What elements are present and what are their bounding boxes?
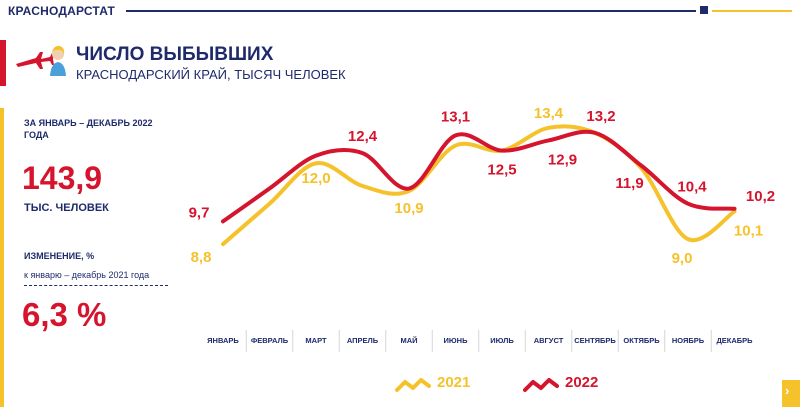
data-label-2021: 9,0 — [672, 250, 693, 267]
data-label-2021: 10,9 — [394, 200, 423, 217]
legend-item-2021: 2021 — [395, 372, 495, 396]
x-tick-label: ИЮНЬ — [444, 336, 469, 345]
top-square-marker — [700, 6, 708, 14]
legend-item-2022: 2022 — [523, 372, 623, 396]
x-tick-label: НОЯБРЬ — [672, 336, 705, 345]
chevron-right-icon: › — [785, 383, 790, 398]
x-tick-label: МАЙ — [400, 336, 417, 345]
data-label-2021: 13,4 — [534, 105, 564, 122]
x-tick-label: АВГУСТ — [534, 336, 564, 345]
page-title: ЧИСЛО ВЫБЫВШИХ — [76, 44, 274, 65]
x-tick-label: ДЕКАБРЬ — [716, 336, 753, 345]
series-line-2021 — [221, 124, 737, 247]
data-label-2021: 8,8 — [191, 249, 212, 266]
summary-period: ЗА ЯНВАРЬ – ДЕКАБРЬ 2022 ГОДА — [24, 118, 153, 140]
next-page-button[interactable]: › — [782, 380, 800, 407]
data-label-2022: 12,9 — [548, 151, 577, 168]
legend-swatch-2021 — [395, 378, 431, 392]
data-label-2022: 10,2 — [746, 188, 775, 205]
x-tick-label: АПРЕЛЬ — [347, 336, 379, 345]
series-line-2022 — [221, 129, 737, 224]
top-divider-accent — [712, 10, 792, 12]
legend-label-2021: 2021 — [437, 374, 471, 391]
x-tick-label: ИЮЛЬ — [490, 336, 514, 345]
legend-swatch-2022 — [523, 378, 559, 392]
data-label-2021: 12,0 — [301, 170, 330, 187]
org-name: КРАСНОДАРСТАТ — [8, 4, 116, 18]
x-tick-label: ЯНВАРЬ — [207, 336, 239, 345]
title-accent-bar — [0, 40, 6, 86]
x-tick-label: СЕНТЯБРЬ — [574, 336, 616, 345]
legend-label-2022: 2022 — [565, 374, 599, 391]
data-label-2022: 12,5 — [487, 162, 516, 179]
airplane-person-icon — [14, 40, 70, 84]
x-tick-label: МАРТ — [305, 336, 327, 345]
summary-accent-bar — [0, 108, 4, 407]
data-label-2021: 10,1 — [734, 222, 763, 239]
data-label-2022: 9,7 — [189, 204, 210, 221]
data-label-2022: 10,4 — [677, 179, 707, 196]
summary-total: 143,9 — [22, 160, 103, 196]
summary-unit: ТЫС. ЧЕЛОВЕК — [24, 202, 109, 214]
data-label-2022: 13,1 — [441, 108, 470, 125]
data-label-2022: 11,9 — [615, 175, 643, 192]
x-tick-label: ОКТЯБРЬ — [623, 336, 660, 345]
top-bar: КРАСНОДАРСТАТ — [0, 0, 800, 24]
change-value: 6,3 % — [22, 296, 107, 333]
dashed-divider — [24, 285, 168, 286]
x-tick-label: ФЕВРАЛЬ — [251, 336, 289, 345]
change-note: к январю – декабрь 2021 года — [24, 270, 150, 280]
data-label-2022: 12,4 — [348, 128, 378, 145]
top-divider — [126, 10, 696, 12]
page-subtitle: КРАСНОДАРСКИЙ КРАЙ, ТЫСЯЧ ЧЕЛОВЕК — [76, 67, 346, 82]
data-label-2022: 13,2 — [586, 108, 615, 125]
change-label: ИЗМЕНЕНИЕ, % — [24, 251, 95, 261]
